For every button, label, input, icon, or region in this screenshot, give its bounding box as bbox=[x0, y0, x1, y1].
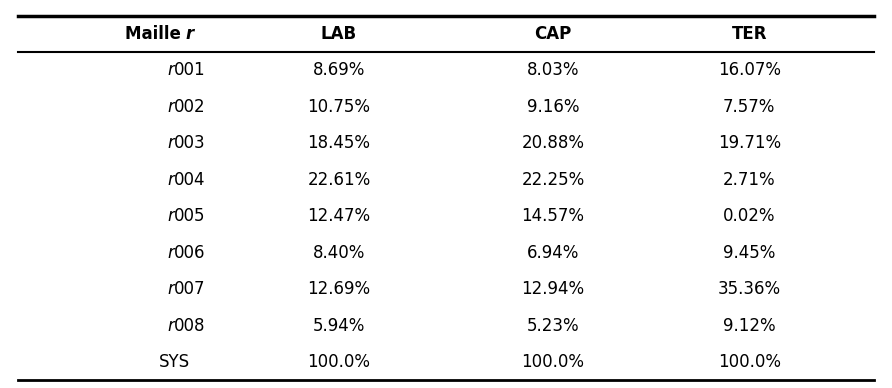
Text: 006: 006 bbox=[174, 244, 205, 262]
Text: 6.94%: 6.94% bbox=[527, 244, 579, 262]
Text: 12.47%: 12.47% bbox=[308, 207, 370, 225]
Text: 10.75%: 10.75% bbox=[308, 98, 370, 116]
Text: 8.40%: 8.40% bbox=[313, 244, 365, 262]
Text: r: r bbox=[167, 317, 174, 334]
Text: r: r bbox=[167, 244, 174, 262]
Text: 005: 005 bbox=[174, 207, 205, 225]
Text: 22.25%: 22.25% bbox=[522, 171, 584, 189]
Text: 19.71%: 19.71% bbox=[718, 134, 780, 152]
Text: 9.45%: 9.45% bbox=[723, 244, 775, 262]
Text: 5.94%: 5.94% bbox=[313, 317, 365, 334]
Text: SYS: SYS bbox=[159, 353, 189, 371]
Text: 9.12%: 9.12% bbox=[723, 317, 775, 334]
Text: TER: TER bbox=[731, 25, 767, 43]
Text: r: r bbox=[167, 134, 174, 152]
Text: 22.61%: 22.61% bbox=[308, 171, 370, 189]
Text: 100.0%: 100.0% bbox=[718, 353, 780, 371]
Text: 008: 008 bbox=[174, 317, 205, 334]
Text: 9.16%: 9.16% bbox=[527, 98, 579, 116]
Text: 16.07%: 16.07% bbox=[718, 61, 780, 79]
Text: r: r bbox=[167, 61, 174, 79]
Text: 007: 007 bbox=[174, 280, 205, 298]
Text: 001: 001 bbox=[174, 61, 205, 79]
Text: 100.0%: 100.0% bbox=[522, 353, 584, 371]
Text: r: r bbox=[167, 280, 174, 298]
Text: 004: 004 bbox=[174, 171, 205, 189]
Text: r: r bbox=[186, 25, 194, 43]
Text: 7.57%: 7.57% bbox=[723, 98, 775, 116]
Text: 12.69%: 12.69% bbox=[308, 280, 370, 298]
Text: 003: 003 bbox=[174, 134, 205, 152]
Text: LAB: LAB bbox=[321, 25, 357, 43]
Text: Maille: Maille bbox=[125, 25, 186, 43]
Text: 5.23%: 5.23% bbox=[527, 317, 579, 334]
Text: r: r bbox=[167, 98, 174, 116]
Text: 18.45%: 18.45% bbox=[308, 134, 370, 152]
Text: r: r bbox=[167, 207, 174, 225]
Text: 2.71%: 2.71% bbox=[723, 171, 775, 189]
Text: 100.0%: 100.0% bbox=[308, 353, 370, 371]
Text: 14.57%: 14.57% bbox=[522, 207, 584, 225]
Text: 8.69%: 8.69% bbox=[313, 61, 365, 79]
Text: 0.02%: 0.02% bbox=[723, 207, 775, 225]
Text: 20.88%: 20.88% bbox=[522, 134, 584, 152]
Text: 002: 002 bbox=[174, 98, 205, 116]
Text: CAP: CAP bbox=[534, 25, 572, 43]
Text: r: r bbox=[167, 171, 174, 189]
Text: 12.94%: 12.94% bbox=[522, 280, 584, 298]
Text: 35.36%: 35.36% bbox=[718, 280, 780, 298]
Text: 8.03%: 8.03% bbox=[527, 61, 579, 79]
